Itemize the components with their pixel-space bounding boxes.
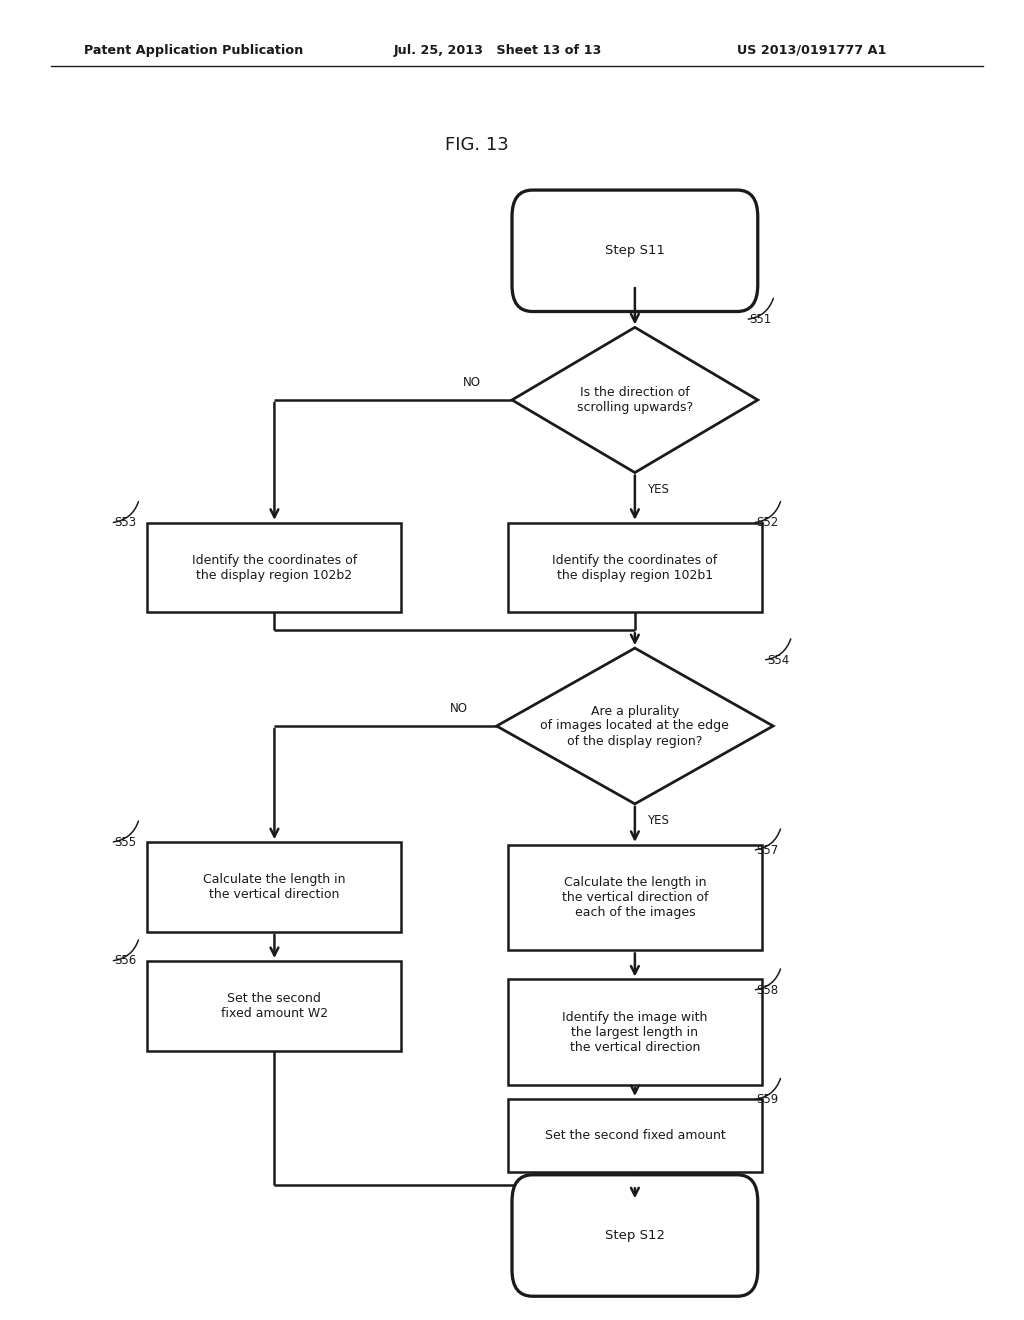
Text: Are a plurality
of images located at the edge
of the display region?: Are a plurality of images located at the… [541, 705, 729, 747]
Bar [508, 1098, 762, 1172]
Text: S53: S53 [115, 516, 137, 529]
Bar [147, 842, 401, 932]
Text: Step S12: Step S12 [605, 1229, 665, 1242]
Text: Identify the coordinates of
the display region 102b1: Identify the coordinates of the display … [552, 553, 718, 582]
Text: S57: S57 [757, 843, 779, 857]
Text: S59: S59 [757, 1093, 779, 1106]
Bar [508, 845, 762, 950]
Text: S56: S56 [115, 954, 137, 968]
Text: S52: S52 [757, 516, 779, 529]
Text: Identify the coordinates of
the display region 102b2: Identify the coordinates of the display … [191, 553, 357, 582]
Text: Set the second fixed amount: Set the second fixed amount [545, 1129, 725, 1142]
Bar [147, 961, 401, 1051]
Bar [147, 523, 401, 612]
Text: Calculate the length in
the vertical direction: Calculate the length in the vertical dir… [203, 873, 346, 902]
Text: S58: S58 [757, 983, 779, 997]
Text: NO: NO [450, 702, 468, 715]
Text: NO: NO [463, 376, 481, 389]
Text: YES: YES [647, 483, 669, 496]
Text: S55: S55 [115, 836, 137, 849]
Text: FIG. 13: FIG. 13 [445, 136, 509, 154]
FancyBboxPatch shape [512, 190, 758, 312]
Text: Identify the image with
the largest length in
the vertical direction: Identify the image with the largest leng… [562, 1011, 708, 1053]
Text: Calculate the length in
the vertical direction of
each of the images: Calculate the length in the vertical dir… [561, 876, 709, 919]
Polygon shape [512, 327, 758, 473]
Text: Set the second
fixed amount W2: Set the second fixed amount W2 [221, 991, 328, 1020]
Text: S51: S51 [750, 313, 772, 326]
Text: US 2013/0191777 A1: US 2013/0191777 A1 [737, 44, 887, 57]
FancyBboxPatch shape [512, 1175, 758, 1296]
Bar [508, 523, 762, 612]
Text: Step S11: Step S11 [605, 244, 665, 257]
Text: Jul. 25, 2013   Sheet 13 of 13: Jul. 25, 2013 Sheet 13 of 13 [394, 44, 602, 57]
Polygon shape [497, 648, 773, 804]
Text: S54: S54 [767, 653, 790, 667]
Bar [508, 979, 762, 1085]
Text: Patent Application Publication: Patent Application Publication [84, 44, 303, 57]
Text: Is the direction of
scrolling upwards?: Is the direction of scrolling upwards? [577, 385, 693, 414]
Text: YES: YES [647, 814, 669, 828]
